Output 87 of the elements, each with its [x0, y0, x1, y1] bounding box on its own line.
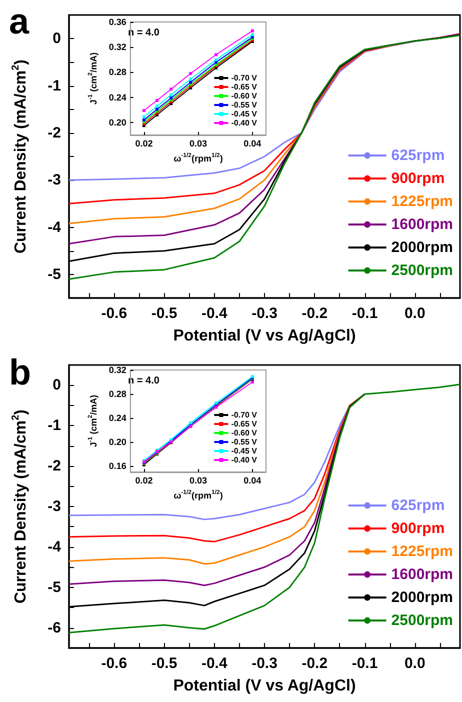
- y-tick-label: -5: [48, 266, 61, 283]
- x-tick-label: -0.6: [101, 655, 128, 672]
- point: [189, 78, 192, 81]
- legend-label: -0.45 V: [231, 110, 258, 118]
- legend-label: -0.60 V: [231, 428, 258, 438]
- y-axis-title: Current Density (mA/cm2): [10, 409, 30, 604]
- point: [189, 72, 192, 75]
- y-tick-label: -3: [48, 172, 61, 189]
- legend-label: -0.70 V: [231, 410, 258, 420]
- y-axis-title: Current Density (mA/cm2): [10, 59, 30, 254]
- legend-label: -0.40 V: [231, 456, 258, 464]
- y-tick-label: -5: [48, 578, 61, 596]
- y-tick-label: 0.28: [108, 67, 126, 78]
- y-tick-label: -1: [48, 77, 61, 94]
- point: [250, 380, 254, 384]
- point: [170, 93, 173, 96]
- x-tick-label: -0.3: [252, 305, 278, 322]
- y-tick-label: 0.20: [108, 437, 126, 447]
- point: [170, 88, 173, 91]
- point: [214, 58, 218, 62]
- legend-label: 1600rpm: [391, 566, 454, 583]
- y-tick-label: -2: [48, 124, 61, 142]
- legend-label: -0.40 V: [231, 118, 258, 128]
- legend-label: 2500rpm: [391, 262, 454, 279]
- legend-label: 2500rpm: [391, 612, 454, 629]
- y-tick-label: 0.36: [108, 17, 126, 27]
- legend-label: 625rpm: [391, 147, 445, 164]
- x-tick-label: 0.03: [189, 476, 207, 486]
- y-tick-label: 0.16: [108, 461, 126, 471]
- y-tick-label: -3: [48, 498, 61, 515]
- y-tick-label: 0.28: [108, 389, 126, 399]
- y-tick-label: -4: [48, 218, 62, 236]
- point: [155, 104, 158, 108]
- legend-label: 2000rpm: [391, 239, 454, 256]
- x-tick-label: 0.0: [404, 305, 426, 322]
- legend-label: 900rpm: [391, 520, 445, 537]
- legend-label: -0.55 V: [231, 100, 258, 110]
- legend-label: -0.65 V: [231, 82, 258, 92]
- y-tick-label: 0.24: [108, 92, 126, 102]
- x-tick-label: -0.5: [151, 655, 178, 672]
- y-tick-label: -4: [48, 538, 62, 556]
- legend-label: 1225rpm: [391, 193, 454, 210]
- legend-label: 2000rpm: [391, 589, 454, 606]
- chart-title: b: [9, 352, 31, 392]
- legend-label: 1225rpm: [391, 543, 454, 560]
- y-tick-label: -2: [48, 458, 61, 475]
- x-tick-label: -0.1: [352, 305, 378, 322]
- y-tick-label: 0: [52, 376, 61, 394]
- x-tick-label: 0.02: [135, 476, 153, 486]
- line-series: [68, 384, 461, 634]
- chart-title: a: [9, 0, 30, 42]
- y-tick-label: -6: [48, 619, 61, 636]
- legend-label: 625rpm: [391, 497, 445, 514]
- y-tick-label: 0.32: [108, 42, 126, 52]
- point: [142, 115, 146, 118]
- legend-label: -0.45 V: [231, 446, 258, 456]
- x-tick-label: -0.2: [302, 305, 328, 322]
- x-tick-label: -0.2: [302, 655, 328, 672]
- legend-label: -0.55 V: [231, 438, 258, 446]
- x-tick-label: 0.04: [244, 138, 262, 148]
- legend-label: 900rpm: [391, 170, 445, 187]
- legend-label: -0.60 V: [231, 92, 258, 100]
- x-axis-title: Potential (V vs Ag/AgCl): [173, 678, 356, 694]
- x-tick-label: -0.4: [201, 655, 228, 672]
- x-tick-label: -0.5: [151, 305, 178, 322]
- x-tick-label: -0.4: [201, 305, 228, 322]
- y-tick-label: 0.24: [108, 413, 126, 423]
- point: [155, 98, 158, 102]
- point: [142, 109, 146, 112]
- x-tick-label: 0.03: [189, 138, 207, 148]
- point: [214, 53, 218, 56]
- x-tick-label: -0.3: [252, 655, 278, 672]
- legend-label: -0.70 V: [231, 74, 258, 82]
- y-tick-label: 0.20: [108, 117, 126, 128]
- legend-label: 1600rpm: [391, 216, 454, 233]
- point: [250, 33, 254, 36]
- x-tick-label: 0.0: [404, 655, 426, 672]
- x-axis-title: Potential (V vs Ag/AgCl): [173, 328, 356, 344]
- x-tick-label: -0.1: [352, 655, 378, 672]
- point: [250, 29, 254, 32]
- x-tick-label: 0.02: [135, 138, 153, 148]
- y-tick-label: -1: [48, 417, 61, 434]
- x-tick-label: 0.04: [244, 476, 262, 486]
- y-tick-label: 0.32: [108, 365, 126, 375]
- y-tick-label: 0: [52, 30, 61, 48]
- legend-label: -0.65 V: [231, 420, 258, 428]
- x-tick-label: -0.6: [101, 305, 128, 322]
